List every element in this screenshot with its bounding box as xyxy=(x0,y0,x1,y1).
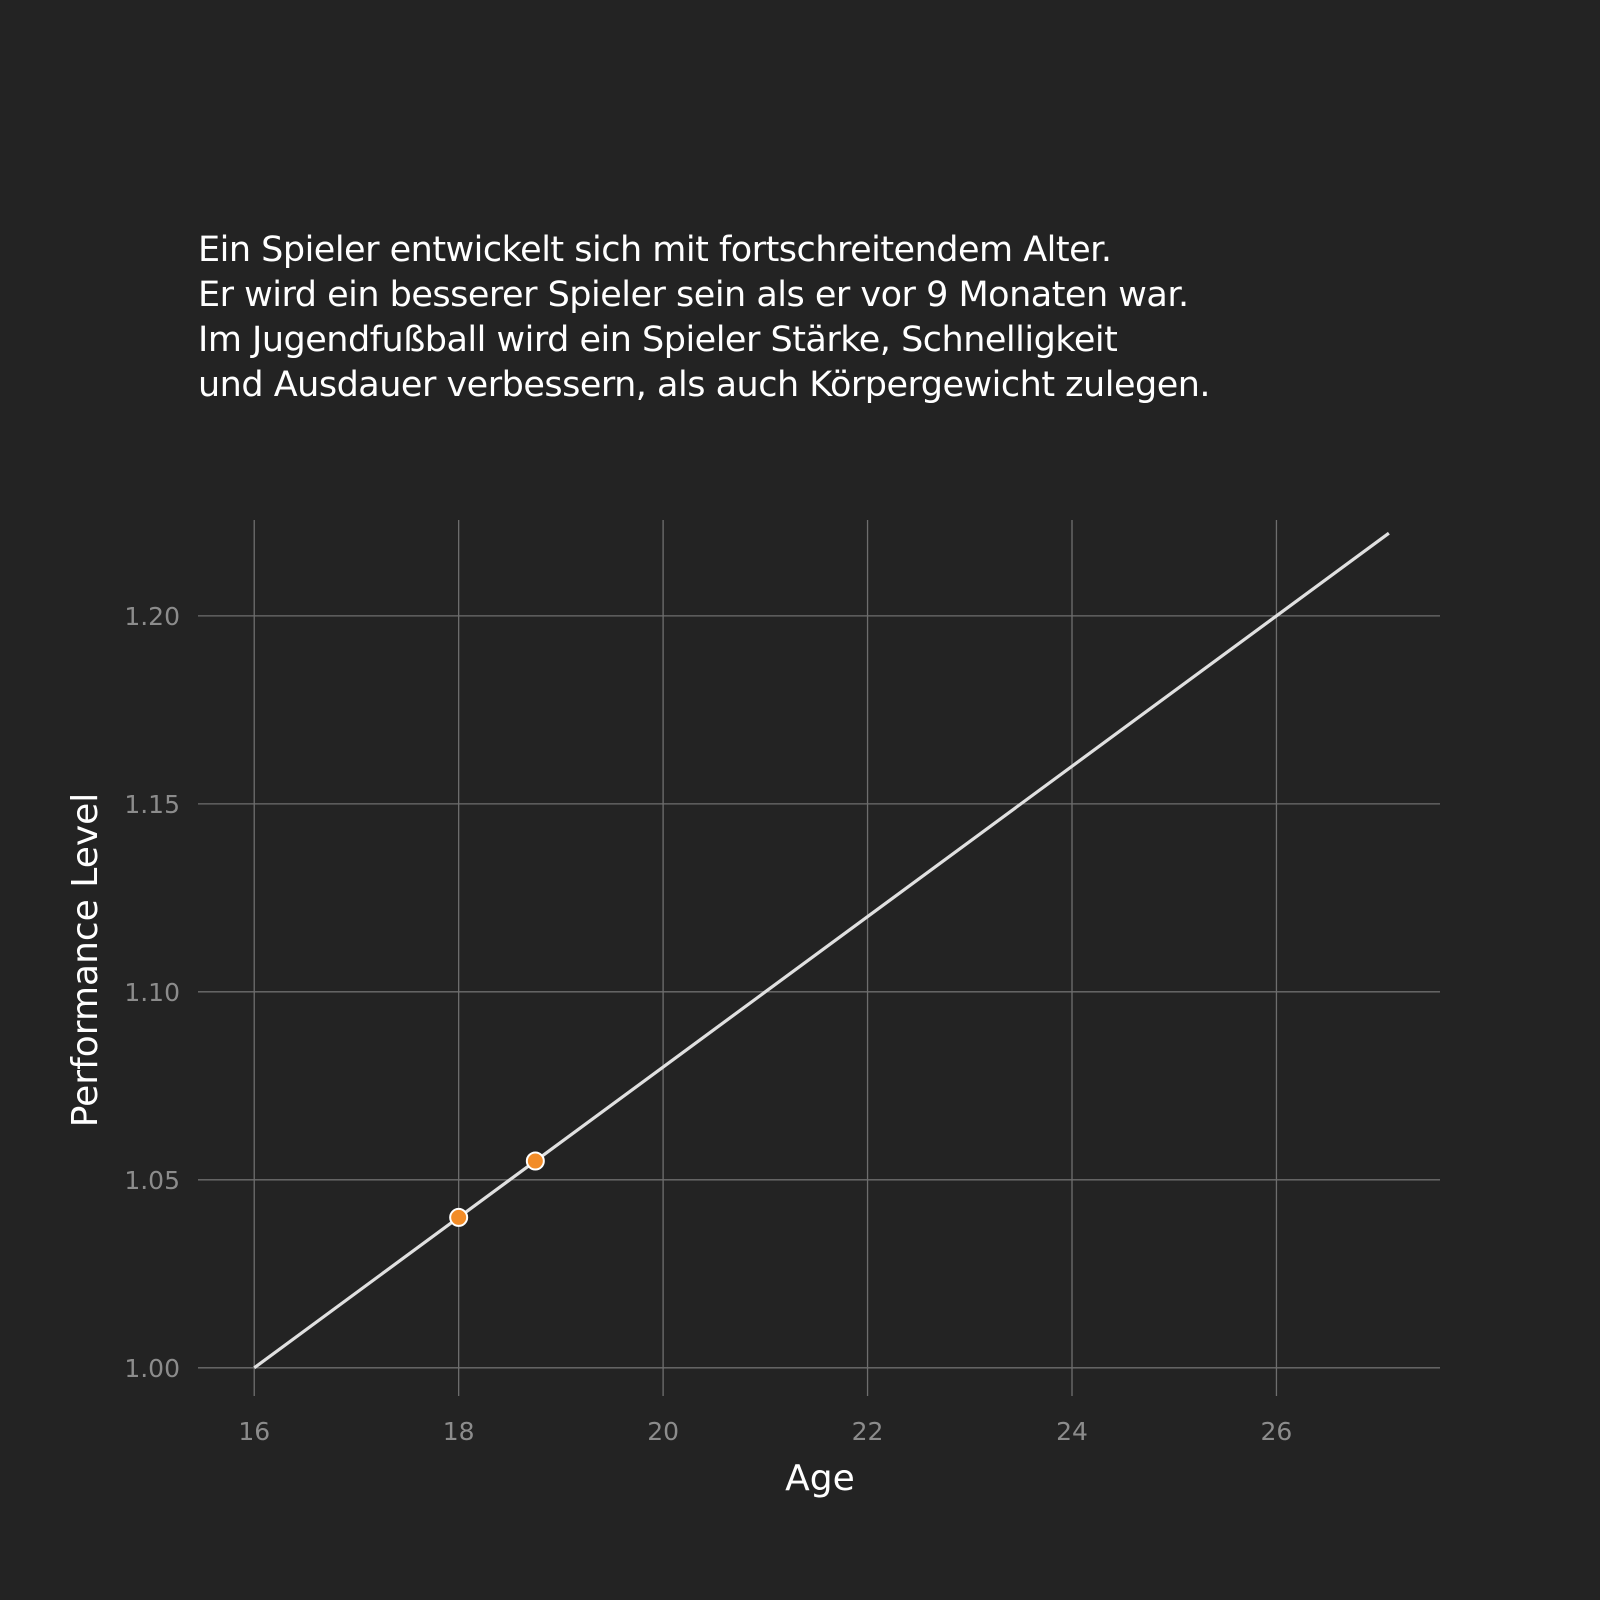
caption-line: und Ausdauer verbessern, als auch Körper… xyxy=(198,365,1211,405)
y-tick-label: 1.05 xyxy=(124,1166,180,1195)
series-line xyxy=(253,531,1390,1370)
y-axis-label: Performance Level xyxy=(65,793,106,1128)
x-tick-label: 24 xyxy=(1056,1417,1088,1446)
y-tick-label: 1.10 xyxy=(124,978,180,1007)
x-tick-label: 22 xyxy=(852,1417,884,1446)
chart-caption: Ein Spieler entwickelt sich mit fortschr… xyxy=(198,228,1211,408)
tick-labels: 16 18 20 22 24 26 1.00 1.05 1.10 1.15 1.20 xyxy=(124,602,1292,1446)
markers xyxy=(449,1151,545,1227)
grid xyxy=(198,520,1440,1396)
y-tick-label: 1.20 xyxy=(124,602,180,631)
data-point-marker xyxy=(525,1151,545,1171)
caption-line: Im Jugendfußball wird ein Spieler Stärke… xyxy=(198,320,1118,360)
y-tick-label: 1.00 xyxy=(124,1354,180,1383)
caption-line: Er wird ein besserer Spieler sein als er… xyxy=(198,275,1189,315)
x-axis-label: Age xyxy=(785,1458,855,1499)
series xyxy=(253,531,1390,1370)
x-tick-label: 26 xyxy=(1261,1417,1293,1446)
x-tick-label: 18 xyxy=(443,1417,475,1446)
x-tick-label: 20 xyxy=(647,1417,679,1446)
data-point-marker xyxy=(449,1207,469,1227)
x-tick-label: 16 xyxy=(238,1417,270,1446)
caption-line: Ein Spieler entwickelt sich mit fortschr… xyxy=(198,230,1112,270)
y-tick-label: 1.15 xyxy=(124,790,180,819)
